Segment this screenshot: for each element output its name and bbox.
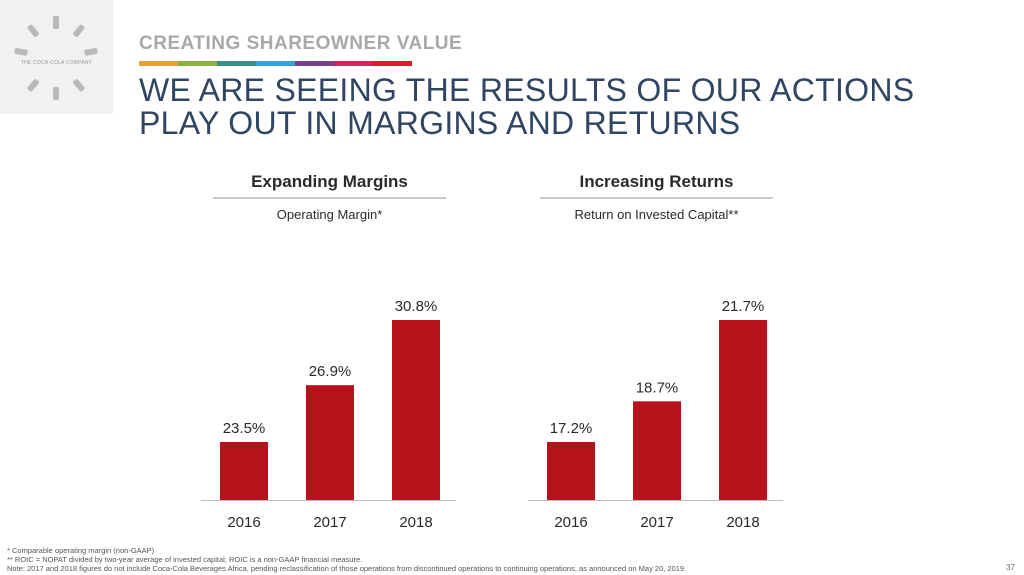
- stripe-segment-6: [334, 61, 373, 66]
- data-label-margin-2017: 26.9%: [309, 363, 352, 380]
- x-tick-roic-2016: 2016: [554, 514, 587, 531]
- footnote-1: * Comparable operating margin (non-GAAP): [7, 546, 155, 555]
- x-tick-margin-2016: 2016: [227, 514, 260, 531]
- data-label-margin-2016: 23.5%: [223, 420, 266, 437]
- x-tick-roic-2018: 2018: [726, 514, 759, 531]
- bar-margin-2016: [220, 442, 268, 500]
- stripe-segment-7: [373, 61, 412, 66]
- panel-title-returns: Increasing Returns: [579, 172, 734, 191]
- data-label-margin-2018: 30.8%: [395, 298, 438, 315]
- footnote-note: Note: 2017 and 2018 figures do not inclu…: [7, 564, 687, 573]
- page-title: WE ARE SEEING THE RESULTS OF OUR ACTIONS…: [139, 74, 914, 140]
- bar-roic-2017: [633, 401, 681, 500]
- data-label-roic-2017: 18.7%: [636, 379, 679, 396]
- stripe-segment-2: [178, 61, 217, 66]
- panel-rule-returns: [540, 197, 773, 199]
- bar-margin-2017: [306, 385, 354, 500]
- page-number: 37: [1006, 563, 1015, 572]
- section-kicker: CREATING SHAREOWNER VALUE: [139, 33, 463, 54]
- stripe-segment-1: [139, 61, 178, 66]
- panel-title-margins: Expanding Margins: [251, 172, 408, 191]
- data-label-roic-2018: 21.7%: [722, 298, 765, 315]
- bar-roic-2018: [719, 320, 767, 500]
- page-title-line-1: WE ARE SEEING THE RESULTS OF OUR ACTIONS: [139, 72, 915, 108]
- stripe-segment-5: [295, 61, 334, 66]
- panel-subtitle-margins: Operating Margin*: [276, 207, 383, 222]
- company-logo: THE COCA-COLA COMPANY: [0, 0, 113, 114]
- logo-text: THE COCA-COLA COMPANY: [20, 60, 93, 66]
- x-tick-margin-2018: 2018: [399, 514, 432, 531]
- footnote-2: ** ROIC = NOPAT divided by two-year aver…: [7, 555, 363, 564]
- x-tick-roic-2017: 2017: [640, 514, 673, 531]
- panel-subtitle-returns: Return on Invested Capital**: [574, 207, 739, 222]
- color-stripe: [139, 61, 412, 66]
- stripe-segment-4: [256, 61, 295, 66]
- bar-roic-2016: [547, 442, 595, 500]
- bottle-burst-icon: [14, 16, 98, 100]
- panel-rule-margins: [213, 197, 446, 199]
- stripe-segment-3: [217, 61, 256, 66]
- x-tick-margin-2017: 2017: [313, 514, 346, 531]
- data-label-roic-2016: 17.2%: [550, 420, 593, 437]
- bar-margin-2018: [392, 320, 440, 500]
- page-title-line-2: PLAY OUT IN MARGINS AND RETURNS: [139, 105, 741, 141]
